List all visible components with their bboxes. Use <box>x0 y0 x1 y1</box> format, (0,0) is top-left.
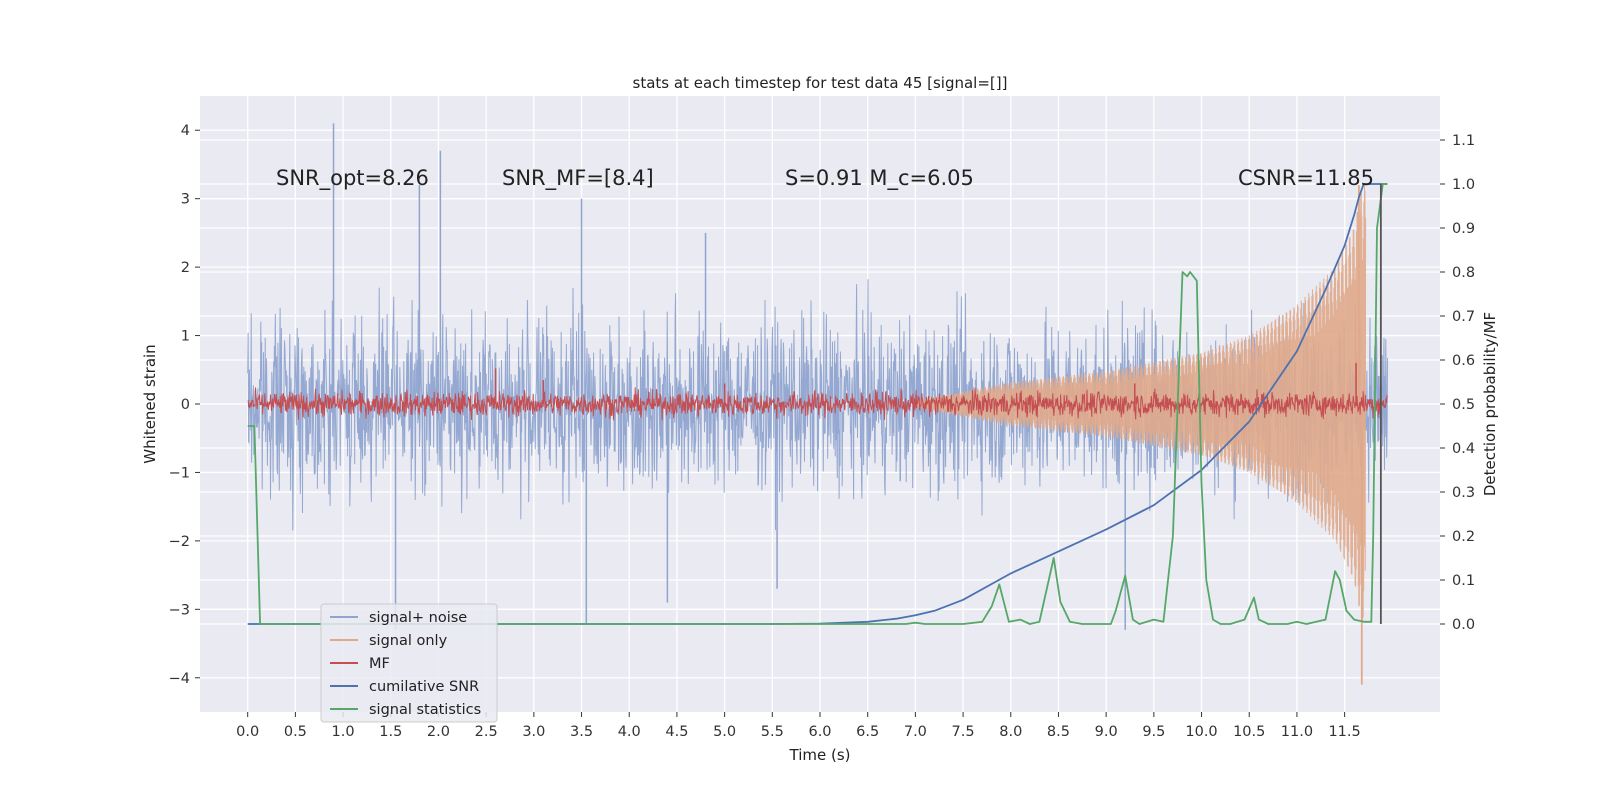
x-ticks: 0.0 0.5 1.0 1.5 2.0 2.5 3.0 3.5 4.0 4.5 5.0 5.5 6.0 6… <box>236 712 1361 740</box>
x-tick-label: 8.5 <box>1047 724 1070 740</box>
legend-label-signal-noise: signal+ noise <box>369 610 467 626</box>
legend-label-mf: MF <box>369 656 390 672</box>
x-tick-label: 4.0 <box>618 724 641 740</box>
legend-label-signal-only: signal only <box>369 633 448 649</box>
y-ticks-right: 1.1 1.0 0.9 0.8 0.7 0.6 0.5 0.4 0.3 0.2 0.1 0.0 <box>1440 133 1475 633</box>
annotation-s-mc: S=0.91 M_c=6.05 <box>785 166 974 191</box>
plot-area <box>247 123 1388 685</box>
line-mf <box>247 387 1388 421</box>
y-tick-label-left: −1 <box>169 465 190 481</box>
annotation-snr-opt: SNR_opt=8.26 <box>276 166 429 191</box>
y-tick-label-right: 0.9 <box>1452 221 1475 237</box>
chart-title: stats at each timestep for test data 45 … <box>633 74 1008 92</box>
y-tick-label-right: 0.6 <box>1452 353 1475 369</box>
x-tick-label: 2.0 <box>427 724 450 740</box>
y-tick-label-left: 1 <box>181 329 190 345</box>
line-cumulative-snr <box>247 183 1388 625</box>
y-tick-label-left: 2 <box>181 260 190 276</box>
y-tick-label-left: −3 <box>169 602 190 618</box>
x-tick-label: 9.0 <box>1095 724 1118 740</box>
y-tick-label-left: −4 <box>169 671 190 687</box>
line-signal-only <box>914 185 1367 623</box>
x-tick-label: 5.0 <box>713 724 736 740</box>
x-tick-label: 0.0 <box>236 724 259 740</box>
y-axis-label-left: Whitened strain <box>141 344 159 463</box>
x-tick-label: 4.5 <box>665 724 688 740</box>
x-tick-label: 7.0 <box>904 724 927 740</box>
y-tick-label-right: 0.1 <box>1452 573 1475 589</box>
y-tick-label-right: 0.4 <box>1452 441 1475 457</box>
x-tick-label: 11.5 <box>1328 724 1360 740</box>
y-tick-label-right: 1.0 <box>1452 177 1475 193</box>
x-tick-label: 1.5 <box>379 724 402 740</box>
y-tick-label-right: 0.5 <box>1452 397 1475 413</box>
x-tick-label: 7.5 <box>952 724 975 740</box>
x-tick-label: 10.0 <box>1185 724 1217 740</box>
legend-box <box>320 603 498 723</box>
y-tick-label-left: −2 <box>169 534 190 550</box>
x-tick-label: 6.5 <box>856 724 879 740</box>
x-tick-label: 8.0 <box>999 724 1022 740</box>
y-tick-label-right: 0.7 <box>1452 309 1475 325</box>
annotation-csnr: CSNR=11.85 <box>1238 166 1374 190</box>
y-tick-label-left: 4 <box>181 123 190 139</box>
series-mf <box>247 362 1388 421</box>
y-tick-label-right: 0.2 <box>1452 529 1475 545</box>
x-tick-label: 5.5 <box>761 724 784 740</box>
x-tick-label: 6.0 <box>808 724 831 740</box>
legend: signal+ noise signal only MF cumilative … <box>320 603 498 723</box>
y-tick-label-left: 3 <box>181 192 190 208</box>
annotation-snr-mf: SNR_MF=[8.4] <box>502 166 654 191</box>
series-signal-noise <box>247 123 1388 630</box>
x-tick-label: 2.5 <box>475 724 498 740</box>
y-ticks-left: 4 3 2 1 0 −1 −2 −3 −4 <box>169 123 200 687</box>
x-tick-label: 11.0 <box>1281 724 1313 740</box>
x-tick-label: 9.5 <box>1142 724 1165 740</box>
y-tick-label-right: 0.8 <box>1452 265 1475 281</box>
x-tick-label: 10.5 <box>1233 724 1265 740</box>
x-tick-label: 3.5 <box>570 724 593 740</box>
x-tick-label: 0.5 <box>284 724 307 740</box>
y-tick-label-right: 1.1 <box>1452 133 1475 149</box>
y-tick-label-right: 0.3 <box>1452 485 1475 501</box>
x-tick-label: 3.0 <box>522 724 545 740</box>
y-axis-label-right: Detection probability/MF <box>1481 312 1499 496</box>
line-signal-statistics <box>247 183 1388 625</box>
y-tick-label-left: 0 <box>181 397 190 413</box>
series-signal-only <box>914 184 1367 685</box>
legend-label-cumulative-snr: cumilative SNR <box>369 679 479 695</box>
x-tick-label: 1.0 <box>332 724 355 740</box>
x-axis-label: Time (s) <box>789 746 851 764</box>
legend-label-signal-statistics: signal statistics <box>369 702 481 718</box>
y-tick-label-right: 0.0 <box>1452 617 1475 633</box>
